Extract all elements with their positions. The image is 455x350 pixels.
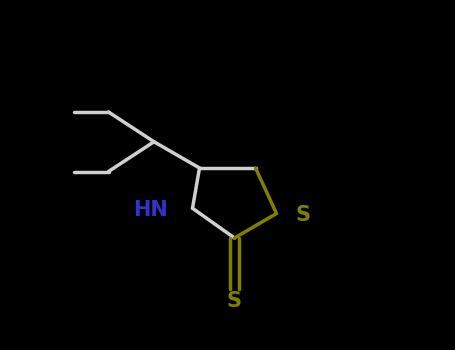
- Text: S: S: [227, 291, 242, 311]
- Text: S: S: [296, 205, 311, 225]
- Text: HN: HN: [133, 200, 168, 220]
